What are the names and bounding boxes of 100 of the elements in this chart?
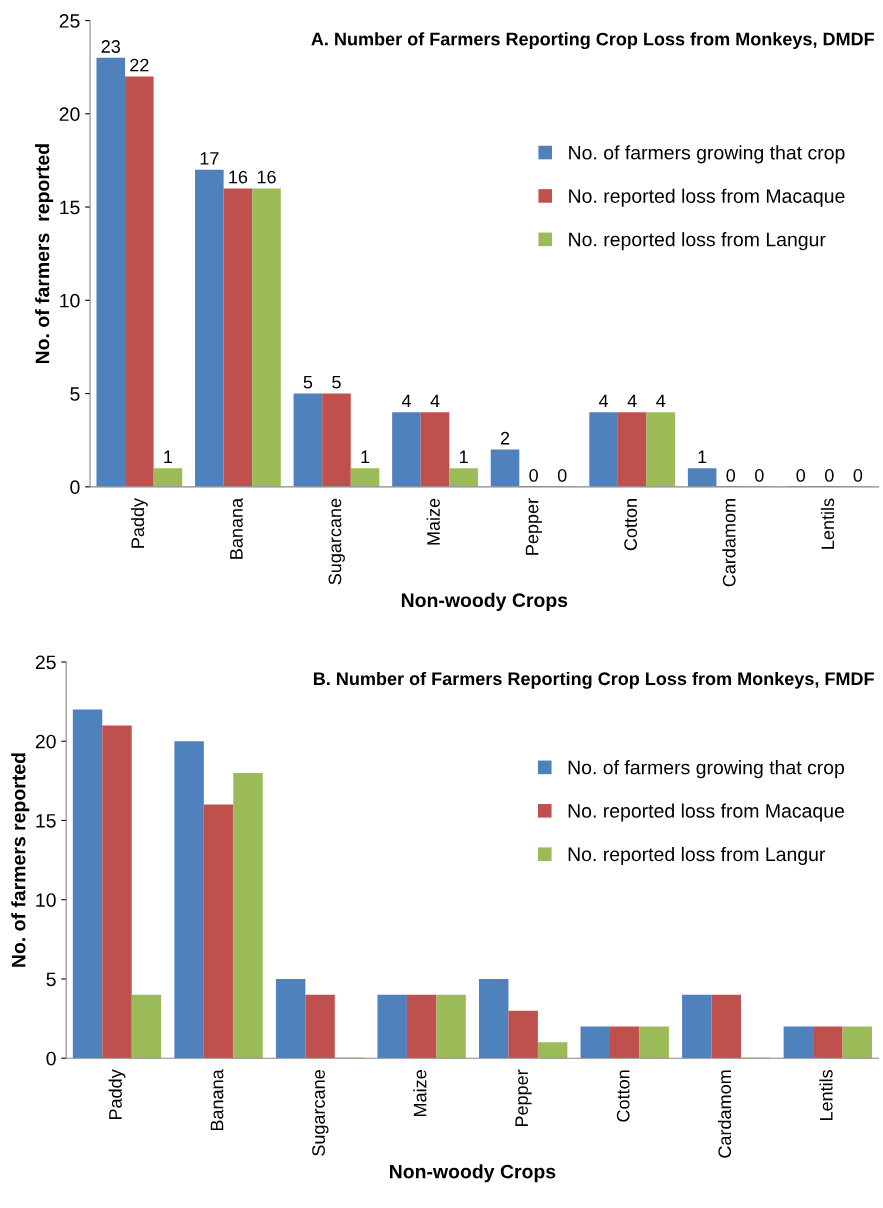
bar [305,994,335,1059]
bar [203,804,234,1059]
y-axis-title: No. of farmers reported [35,144,54,364]
bar [195,169,224,487]
bar [223,188,253,487]
bar [842,1026,872,1059]
bar [96,57,126,487]
y-tick-label: 15 [60,200,80,215]
y-tick-label: 5 [46,972,56,987]
bar [275,978,306,1059]
data-label: 4 [430,394,440,408]
data-label: 16 [229,170,248,184]
bar [420,412,450,487]
x-tick-label: Banana [210,1069,224,1131]
bar [813,1026,843,1059]
y-tick-label: 0 [70,480,80,495]
x-tick-label: Pepper [515,1069,532,1127]
bar [406,994,437,1059]
x-tick-label: Cardamom [722,499,736,587]
y-tick-label: 20 [35,734,56,749]
y-tick-label: 15 [36,814,56,828]
x-tick-label: Lentils [820,498,835,549]
legend-label: No. of farmers growing that crop [568,760,845,779]
bar [322,393,351,487]
data-label: 16 [257,170,276,184]
bar [508,1010,538,1059]
data-label: 4 [627,394,637,408]
text: B. Number of Farmers Reporting Crop Loss from Monkeys, FMDF [313,671,874,689]
data-label: 0 [755,469,764,482]
legend-label: No. reported loss from Langur [568,846,826,866]
y-axis-title: No. of farmers reported [11,753,30,967]
x-tick-label: Paddy [130,497,148,548]
data-label: 2 [500,431,510,445]
bar [174,741,204,1059]
x-tick-label: Cotton [624,499,638,551]
bar [783,1026,814,1059]
bar [252,188,281,487]
x-tick-label: Pepper [525,498,543,555]
bar [687,468,717,487]
x-tick-label: Maize [426,498,440,545]
y-tick-label: 0 [46,1051,56,1066]
x-tick-label: Banana [230,497,243,559]
y-tick-label: 25 [59,14,80,28]
legend-label: No. reported loss from Langur [569,232,826,251]
data-label: 4 [401,394,411,408]
bar [589,412,618,487]
x-tick-label: Sugarcane [312,1070,329,1156]
x-tick-label: Maize [413,1070,427,1116]
data-label: 0 [529,469,538,482]
bar [233,772,263,1059]
bar [102,725,132,1059]
data-label: 1 [459,450,468,464]
bar [392,412,421,487]
bar [490,449,520,487]
data-label: 1 [698,450,707,464]
legend-label: No. of farmers growing that crop [569,145,845,164]
x-tick-label: Sugarcane [328,498,345,585]
y-tick-label: 10 [36,893,56,907]
bar [377,994,407,1059]
data-label: 1 [361,450,370,464]
bar [72,709,103,1059]
bar [479,978,509,1059]
data-label: 0 [726,469,736,482]
legend-label: No. reported loss from Macaque [568,803,844,822]
data-label: 5 [303,376,313,389]
data-label: 17 [200,152,219,165]
x-tick-label: Paddy [108,1069,126,1120]
data-label: 23 [101,40,121,53]
bar [293,393,323,487]
data-label: 0 [853,469,863,482]
data-label: 1 [164,450,173,464]
y-tick-label: 5 [70,387,80,401]
data-label: 0 [796,469,806,482]
bar [610,1026,640,1059]
bar [639,1026,669,1059]
bar [153,468,183,487]
bar [646,412,676,487]
x-tick-label: Cotton [616,1070,630,1122]
x-tick-label: Lentils [819,1069,833,1121]
bar [580,1026,610,1059]
bar [537,1042,568,1059]
data-label: 4 [598,394,609,408]
bar [711,994,741,1059]
bar [617,412,647,487]
x-axis-title: Non-woody Crops [401,592,568,611]
data-label: 5 [332,376,341,389]
bar [131,994,162,1059]
x-tick-label: Cardamom [717,1070,732,1158]
y-tick-label: 20 [59,107,80,122]
data-label: 4 [656,394,666,408]
bar [350,468,380,487]
data-label: 22 [130,58,149,72]
legend-label: No. reported loss from Macaque [569,188,845,207]
y-tick-label: 10 [60,293,80,308]
y-tick-label: 25 [35,655,56,670]
x-axis-title: Non-woody Crops [390,1164,556,1183]
text: A. Number of Farmers Reporting Crop Loss from Monkeys, DMDF [311,32,875,50]
bar [436,994,466,1059]
bar [682,994,712,1059]
bar [125,76,154,487]
